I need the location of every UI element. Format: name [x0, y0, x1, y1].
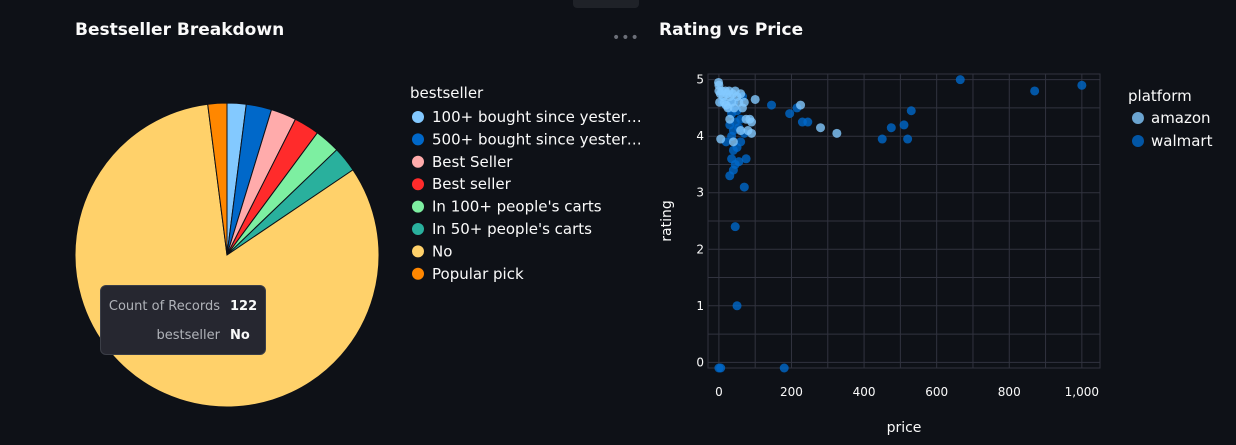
scatter-point-walmart[interactable]	[955, 75, 965, 85]
scatter-point-amazon[interactable]	[739, 97, 749, 107]
pie-tooltip: Count of Records 122 bestseller No	[100, 285, 266, 355]
scatter-point-walmart[interactable]	[899, 120, 909, 130]
scatter-point-walmart[interactable]	[732, 301, 742, 311]
y-tick-label: 1	[696, 299, 704, 313]
scatter-chart-title: Rating vs Price	[659, 20, 804, 40]
pie-legend-swatch[interactable]	[412, 178, 424, 191]
more-options-icon[interactable]: •••	[612, 30, 640, 46]
scatter-point-walmart[interactable]	[767, 100, 777, 110]
pie-legend-label[interactable]: In 100+ people's carts	[432, 198, 602, 216]
tooltip-count-label: Count of Records	[108, 299, 220, 314]
scatter-point-walmart[interactable]	[803, 117, 813, 127]
scatter-legend-swatch[interactable]	[1132, 135, 1144, 147]
pie-legend-label[interactable]: Best Seller	[432, 153, 513, 171]
scatter-point-walmart[interactable]	[903, 134, 913, 144]
plot-frame	[707, 73, 1101, 369]
scatter-point-amazon[interactable]	[736, 89, 746, 99]
scatter-point-walmart[interactable]	[779, 363, 789, 373]
scatter-point-walmart[interactable]	[785, 109, 795, 119]
scatter-point-amazon[interactable]	[750, 94, 760, 104]
pie-legend-label[interactable]: No	[432, 242, 452, 260]
scatter-chart[interactable]: 0 200 400 600 800 1,000 0 1 2 3 4 5 price rating platf…	[640, 0, 1236, 445]
tooltip-count-value: 122	[230, 299, 258, 314]
pie-legend-swatch[interactable]	[412, 245, 424, 258]
y-tick-label: 4	[696, 129, 704, 143]
pie-legend-label[interactable]: Best seller	[432, 175, 512, 193]
chart-toolbar[interactable]	[573, 0, 639, 8]
scatter-point-walmart[interactable]	[877, 134, 887, 144]
pie-legend-swatch[interactable]	[412, 223, 424, 235]
x-tick-label: 0	[715, 385, 723, 399]
y-tick-label: 3	[696, 186, 704, 200]
scatter-point-walmart[interactable]	[1077, 80, 1087, 90]
scatter-point-walmart[interactable]	[741, 154, 751, 164]
pie-chart[interactable]: bestseller 100+ bought since yester… 500+ …	[0, 0, 640, 445]
scatter-point-walmart[interactable]	[906, 106, 916, 116]
x-tick-label: 200	[780, 385, 803, 399]
scatter-legend-swatch[interactable]	[1132, 112, 1144, 124]
scatter-point-amazon[interactable]	[736, 126, 746, 136]
scatter-point-walmart[interactable]	[730, 222, 740, 232]
scatter-point-walmart[interactable]	[886, 123, 896, 133]
scatter-point-walmart[interactable]	[739, 182, 749, 192]
scatter-legend-title: platform	[1128, 87, 1192, 105]
x-tick-label: 600	[925, 385, 948, 399]
pie-legend-title: bestseller	[410, 84, 484, 102]
pie-legend-swatch[interactable]	[412, 133, 424, 146]
scatter-point-amazon[interactable]	[816, 123, 826, 133]
pie-legend-label[interactable]: In 50+ people's carts	[432, 220, 592, 238]
x-tick-label: 1,000	[1065, 385, 1099, 399]
y-axis-label: rating	[659, 200, 675, 241]
x-tick-label: 800	[998, 385, 1021, 399]
scatter-point-walmart[interactable]	[1030, 86, 1040, 96]
pie-legend-label[interactable]: Popular pick	[432, 265, 524, 283]
scatter-point-amazon[interactable]	[725, 114, 735, 124]
pie-legend-label[interactable]: 100+ bought since yester…	[432, 108, 640, 126]
pie-slice[interactable]	[207, 102, 228, 256]
y-tick-label: 0	[696, 355, 704, 369]
scatter-legend-label[interactable]: walmart	[1151, 132, 1213, 150]
pie-legend-swatch[interactable]	[412, 200, 424, 213]
pie-legend-swatch[interactable]	[412, 267, 424, 280]
y-tick-label: 5	[696, 73, 704, 87]
scatter-point-walmart[interactable]	[716, 363, 726, 373]
pie-legend-label[interactable]: 500+ bought since yester…	[432, 130, 640, 148]
scatter-legend-label[interactable]: amazon	[1151, 109, 1211, 127]
scatter-point-amazon[interactable]	[747, 128, 757, 138]
scatter-point-amazon[interactable]	[832, 128, 842, 138]
tooltip-field-value: No	[230, 328, 250, 343]
pie-chart-title: Bestseller Breakdown	[75, 20, 285, 40]
x-axis-label: price	[887, 420, 922, 436]
scatter-point-amazon[interactable]	[747, 117, 757, 127]
y-tick-label: 2	[696, 242, 704, 256]
pie-legend-swatch[interactable]	[412, 111, 424, 123]
tooltip-field-label: bestseller	[156, 328, 220, 343]
scatter-point-amazon[interactable]	[716, 134, 726, 144]
scatter-point-walmart[interactable]	[736, 137, 746, 147]
scatter-point-amazon[interactable]	[796, 100, 806, 110]
scatter-point-amazon[interactable]	[728, 137, 738, 147]
x-tick-label: 400	[853, 385, 876, 399]
pie-legend-swatch[interactable]	[412, 155, 424, 168]
scatter-point-walmart[interactable]	[734, 157, 744, 167]
scatter-point-walmart[interactable]	[727, 154, 737, 164]
